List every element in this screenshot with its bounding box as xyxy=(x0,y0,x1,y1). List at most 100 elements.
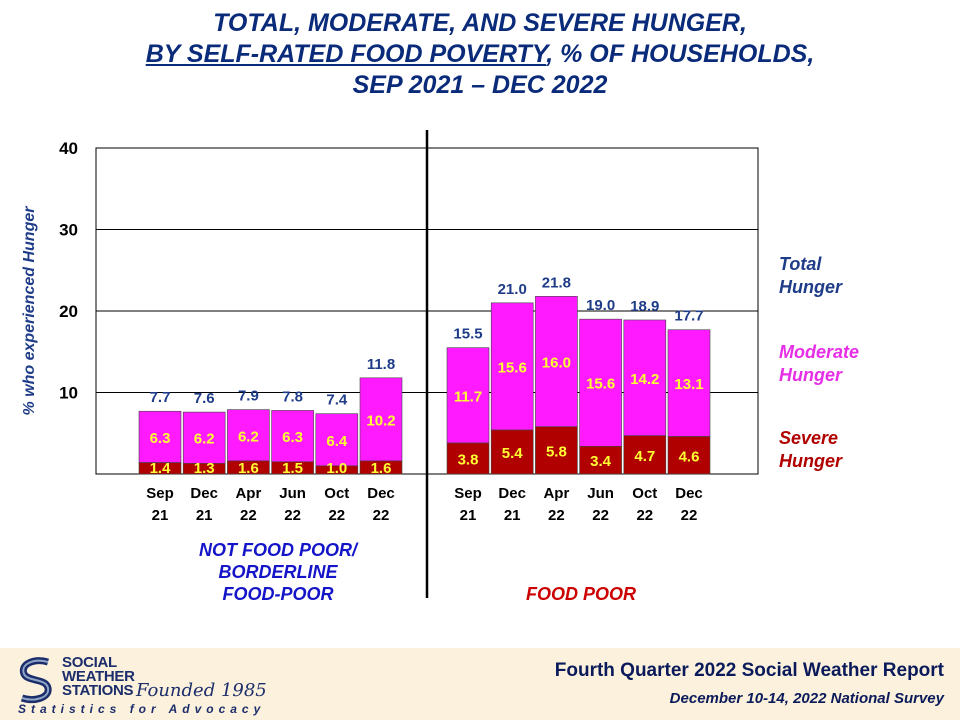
bar-moderate xyxy=(623,319,667,436)
bar-moderate xyxy=(490,302,534,431)
moderate-value-label: 15.6 xyxy=(498,359,527,376)
legend-moderate-line2: Hunger xyxy=(779,365,843,385)
severe-value-label: 1.6 xyxy=(371,460,392,477)
sws-logo-text: SOCIAL WEATHER STATIONS xyxy=(62,655,135,699)
moderate-value-label: 15.6 xyxy=(586,376,615,393)
total-value-label: 18.9 xyxy=(630,298,659,315)
group-label-not-food-poor: BORDERLINE xyxy=(218,562,338,582)
bar-moderate xyxy=(138,410,182,463)
bar-severe xyxy=(579,445,622,475)
x-tick-label-month: Dec xyxy=(190,485,218,502)
legend-severe-line2: Hunger xyxy=(779,451,843,471)
total-value-label: 7.9 xyxy=(238,388,259,405)
x-tick-label-month: Dec xyxy=(367,485,395,502)
x-tick-label-month: Jun xyxy=(587,485,614,502)
total-value-label: 7.4 xyxy=(326,392,348,409)
y-tick-label: 20 xyxy=(59,302,78,321)
bar-severe xyxy=(446,442,490,475)
bar-moderate xyxy=(446,347,490,444)
severe-value-label: 1.5 xyxy=(282,460,303,477)
group-label-not-food-poor: FOOD-POOR xyxy=(223,584,334,604)
moderate-value-label: 6.3 xyxy=(282,429,303,446)
legend-total-line2: Hunger xyxy=(779,277,843,297)
moderate-value-label: 6.2 xyxy=(194,431,215,448)
report-title: Fourth Quarter 2022 Social Weather Repor… xyxy=(554,660,944,681)
x-tick-label-month: Sep xyxy=(454,485,482,502)
moderate-value-label: 6.4 xyxy=(326,433,348,450)
bar-severe xyxy=(138,462,182,475)
x-tick-label-month: Dec xyxy=(675,485,703,502)
total-value-label: 11.8 xyxy=(367,356,395,373)
bar-moderate xyxy=(359,377,403,462)
bar-severe xyxy=(667,436,711,475)
legend-total-line1: Total xyxy=(779,254,822,274)
x-tick-label-year: 22 xyxy=(373,507,390,524)
total-value-label: 7.8 xyxy=(282,388,303,405)
total-value-label: 17.7 xyxy=(674,308,703,325)
severe-value-label: 4.6 xyxy=(679,448,700,465)
x-tick-label-month: Sep xyxy=(146,485,174,502)
bar-severe xyxy=(535,426,578,475)
moderate-value-label: 11.7 xyxy=(454,388,482,405)
moderate-value-label: 6.2 xyxy=(238,428,259,445)
title-line-2-underlined: BY SELF-RATED FOOD POVERTY xyxy=(145,40,547,68)
moderate-value-label: 16.0 xyxy=(542,355,571,372)
x-tick-label-year: 21 xyxy=(460,507,477,524)
bar-severe xyxy=(315,465,359,475)
moderate-value-label: 6.3 xyxy=(150,430,171,447)
total-value-label: 19.0 xyxy=(586,297,615,314)
bar-severe xyxy=(182,463,226,475)
x-tick-label-year: 22 xyxy=(240,507,257,524)
x-tick-label-year: 22 xyxy=(328,507,345,524)
total-value-label: 7.7 xyxy=(150,389,171,406)
severe-value-label: 5.4 xyxy=(502,445,524,462)
x-tick-label-month: Oct xyxy=(324,485,349,502)
logo-line-2: WEATHER xyxy=(62,668,135,685)
chart-title: TOTAL, MODERATE, AND SEVERE HUNGER, BY S… xyxy=(0,8,960,101)
title-line-2: BY SELF-RATED FOOD POVERTY, % OF HOUSEHO… xyxy=(0,39,960,70)
x-tick-label-year: 22 xyxy=(592,507,609,524)
total-value-label: 7.6 xyxy=(194,390,215,407)
total-value-label: 21.8 xyxy=(542,274,571,291)
title-line-3: SEP 2021 – DEC 2022 xyxy=(352,71,608,99)
severe-value-label: 1.6 xyxy=(238,460,259,477)
moderate-value-label: 13.1 xyxy=(674,376,703,393)
severe-value-label: 3.8 xyxy=(458,452,479,469)
tagline: Statistics for Advocacy xyxy=(18,702,266,716)
bar-moderate xyxy=(579,318,622,447)
logo-line-3: STATIONS xyxy=(62,682,134,699)
bar-moderate xyxy=(667,329,711,437)
title-line-1: TOTAL, MODERATE, AND SEVERE HUNGER, xyxy=(213,9,747,37)
total-value-label: 21.0 xyxy=(498,281,527,298)
bar-severe xyxy=(227,460,270,475)
bar-severe xyxy=(271,461,314,475)
bar-moderate xyxy=(315,413,359,467)
group-label-not-food-poor: NOT FOOD POOR/ xyxy=(199,540,359,560)
x-tick-label-year: 21 xyxy=(196,507,213,524)
severe-value-label: 5.8 xyxy=(546,443,567,460)
severe-value-label: 1.0 xyxy=(326,460,347,477)
bar-moderate xyxy=(227,409,270,462)
bar-moderate xyxy=(271,410,314,463)
group-label-food-poor: FOOD POOR xyxy=(526,584,636,604)
severe-value-label: 3.4 xyxy=(590,453,612,470)
total-value-label: 15.5 xyxy=(453,326,482,343)
footer-banner xyxy=(0,648,960,720)
x-tick-label-year: 22 xyxy=(636,507,653,524)
bar-severe xyxy=(623,435,667,475)
severe-value-label: 1.3 xyxy=(194,460,215,477)
bar-moderate xyxy=(535,296,578,428)
severe-value-label: 4.7 xyxy=(634,448,655,465)
sws-logo-icon xyxy=(19,657,52,704)
y-axis-label: % who experienced Hunger xyxy=(21,206,38,416)
founded-text: Founded 1985 xyxy=(136,680,267,701)
y-tick-label: 40 xyxy=(59,139,78,158)
title-line-2-rest: , % OF HOUSEHOLDS, xyxy=(546,40,815,68)
moderate-value-label: 14.2 xyxy=(630,371,659,388)
hunger-stacked-bar-chart: 10 20 30 40 % who experienced Hunger 7.7 6.3 1.… xyxy=(21,130,859,604)
bar-severe xyxy=(490,429,534,475)
moderate-value-label: 10.2 xyxy=(366,412,395,429)
x-tick-label-year: 22 xyxy=(548,507,565,524)
report-subtitle: December 10-14, 2022 National Survey xyxy=(669,690,944,707)
y-tick-label: 10 xyxy=(59,384,78,403)
